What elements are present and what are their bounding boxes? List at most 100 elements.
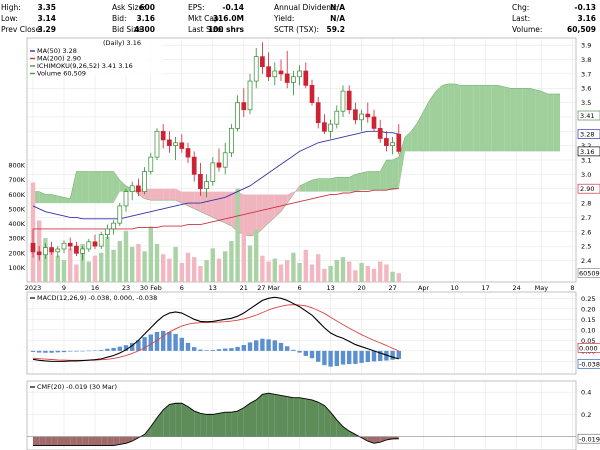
ichimoku-cloud-segment: [262, 194, 269, 229]
ichimoku-cloud-segment: [491, 85, 498, 152]
legend-background: [28, 39, 163, 75]
volume-bar: [99, 252, 104, 282]
volume-bar: [291, 252, 296, 282]
candle-body: [74, 245, 79, 254]
header-label: Yield:: [274, 14, 295, 23]
volume-bar: [223, 251, 228, 282]
macd-histogram-bar: [278, 342, 284, 351]
volume-y-tick: 200K: [8, 249, 25, 257]
macd-histogram-bar: [340, 350, 346, 365]
ichimoku-cloud-segment: [101, 171, 108, 204]
macd-y-tick: 0.20: [581, 305, 595, 313]
macd-histogram-bar: [204, 350, 209, 351]
ichimoku-cloud-segment: [467, 85, 474, 152]
ichimoku-cloud-segment: [281, 194, 288, 212]
price-y-tick: 3.5: [581, 99, 591, 107]
ichimoku-cloud-segment: [157, 188, 164, 201]
macd-histogram-bar: [37, 350, 42, 353]
volume-bar: [328, 265, 333, 282]
macd-histogram-bar: [30, 350, 36, 352]
ichimoku-cloud-segment: [541, 91, 548, 152]
macd-histogram-bar: [216, 349, 222, 351]
cmf-area-segment: [243, 403, 250, 437]
candle-body: [291, 76, 296, 83]
header-label: Annual Dividend:: [274, 3, 339, 12]
candle-body: [260, 56, 265, 68]
cmf-area-segment: [349, 431, 356, 437]
volume-bar: [80, 243, 85, 282]
candle-body: [229, 128, 234, 154]
cmf-area-segment: [274, 394, 281, 437]
price-y-tick: 3.8: [581, 56, 591, 64]
header-label: Bid Size:: [112, 25, 145, 34]
cmf-area-segment: [318, 402, 325, 437]
ichimoku-cloud-segment: [150, 188, 157, 201]
ichimoku-cloud-segment: [212, 191, 219, 221]
candle-body: [55, 248, 61, 253]
volume-bar: [210, 248, 215, 282]
macd-histogram-bar: [55, 350, 60, 353]
candle-body: [241, 102, 247, 111]
x-tick-label: 24: [512, 284, 520, 292]
cmf-area-segment: [175, 403, 182, 437]
header-value: 316.0M: [212, 14, 244, 23]
macd-histogram-bar: [86, 350, 91, 352]
cmf-area-segment: [231, 411, 238, 437]
header-label: Last Size:: [188, 25, 224, 34]
candle-body: [266, 66, 271, 78]
header-label: Bid:: [112, 14, 127, 23]
cmf-area-segment: [219, 412, 226, 437]
macd-histogram-bar: [334, 350, 339, 367]
price-y-tick: 3.9: [581, 42, 591, 50]
candle-body: [86, 241, 92, 250]
cmf-area-segment: [194, 411, 201, 437]
macd-histogram-bar: [74, 350, 79, 352]
candle-body: [142, 171, 147, 192]
candle-body: [129, 185, 135, 192]
volume-bar: [309, 264, 315, 282]
header-value: 3.16: [136, 14, 155, 23]
macd-y-tick: 0.25: [581, 295, 595, 303]
price-y-tick: 3.7: [581, 70, 591, 78]
cmf-area-segment: [200, 413, 207, 437]
ichimoku-cloud-segment: [349, 174, 356, 192]
candle-body: [198, 174, 203, 190]
macd-histogram-bar: [148, 334, 153, 351]
x-tick-label: May: [535, 284, 549, 292]
cmf-area-segment: [64, 436, 71, 446]
volume-bar: [322, 268, 327, 282]
macd-y-tick: 0.05: [581, 337, 595, 345]
cmf-area-segment: [57, 436, 64, 446]
ichimoku-cloud-segment: [88, 171, 95, 204]
ichimoku-cloud-segment: [200, 191, 207, 215]
macd-histogram-bar: [223, 348, 228, 351]
candle-body: [315, 102, 321, 124]
ichimoku-cloud-segment: [336, 177, 343, 192]
x-tick-label: 17: [481, 284, 489, 292]
cmf-legend: CMF(20) -0.019 (30 Mar): [37, 383, 117, 391]
macd-histogram-bar: [117, 346, 122, 351]
candle-body: [371, 116, 377, 129]
volume-bar: [204, 260, 209, 282]
candle-body: [284, 73, 290, 83]
header-value: 3.16: [577, 14, 596, 23]
macd-histogram-bar: [105, 348, 110, 351]
cmf-area-segment: [336, 419, 343, 437]
ichimoku-cloud-segment: [287, 191, 294, 204]
candle-body: [309, 85, 315, 103]
candle-body: [303, 70, 309, 86]
header-label: Volume:: [512, 25, 543, 34]
ichimoku-cloud-segment: [361, 171, 368, 191]
cmf-area-segment: [95, 436, 102, 446]
x-tick-label: 8: [570, 284, 574, 292]
cmf-area-segment: [33, 436, 40, 446]
volume-y-tick: 600K: [8, 191, 25, 199]
macd-histogram-bar: [359, 350, 364, 363]
ichimoku-cloud-segment: [324, 178, 331, 192]
volume-bar: [111, 249, 116, 282]
candle-body: [390, 142, 395, 146]
x-tick-label: 2023: [25, 284, 42, 292]
macd-histogram-bar: [328, 350, 333, 367]
volume-y-tick: 400K: [8, 220, 25, 228]
price-value-label: 3.28: [580, 131, 594, 139]
